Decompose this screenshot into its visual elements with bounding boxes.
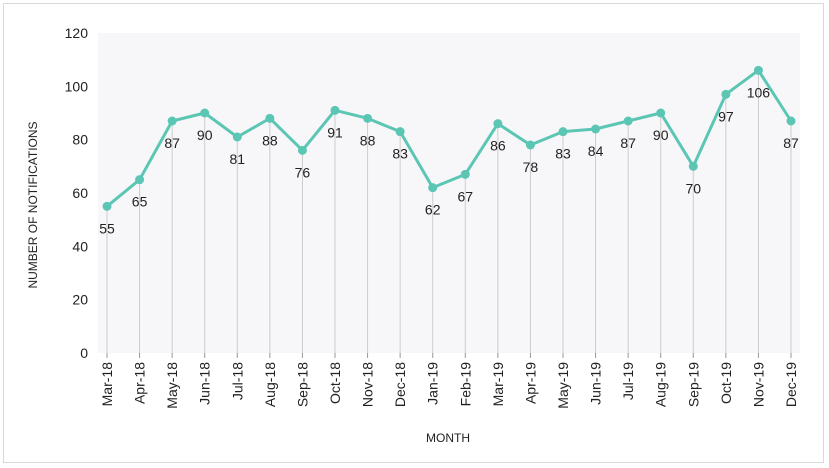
series-line <box>106 68 793 208</box>
data-label: 87 <box>783 135 799 151</box>
data-label: 55 <box>99 220 115 236</box>
data-point <box>591 124 601 134</box>
data-label: 76 <box>295 164 311 180</box>
data-label: 88 <box>262 132 278 148</box>
data-point <box>363 113 373 123</box>
data-point <box>232 132 242 142</box>
x-tick-label: Dec-18 <box>392 362 408 407</box>
data-points <box>102 65 796 211</box>
data-label: 81 <box>229 151 245 167</box>
x-tick-label: Oct-18 <box>327 362 343 404</box>
data-point <box>330 105 340 115</box>
data-label: 70 <box>685 180 701 196</box>
data-point <box>656 108 666 118</box>
x-tick-label: Jan-19 <box>425 362 441 405</box>
y-axis-title: NUMBER OF NOTIFICATIONS <box>26 121 40 288</box>
x-tick-label: Mar-19 <box>490 362 506 407</box>
y-tick-label: 0 <box>80 345 88 361</box>
data-point <box>493 119 503 129</box>
data-point <box>428 183 438 193</box>
x-tick-label: Aug-18 <box>262 362 278 407</box>
data-point <box>623 116 633 126</box>
data-point <box>265 113 275 123</box>
x-axis-ticks: Mar-18 Apr-18 May-18 Jun-18 Jul-18 Aug-18 Sep-… <box>99 353 799 409</box>
y-tick-label: 60 <box>72 185 88 201</box>
data-point <box>786 116 796 126</box>
x-tick-label: Oct-19 <box>718 362 734 404</box>
data-point <box>688 161 698 171</box>
y-tick-label: 20 <box>72 292 88 308</box>
data-labels: 55 65 87 90 81 88 76 91 88 83 62 67 86 78 83 84 87 90 70 97… <box>99 84 799 236</box>
y-axis-ticks: 0 20 40 60 80 100 120 <box>65 25 89 361</box>
x-tick-label: Nov-19 <box>750 362 766 407</box>
data-label: 90 <box>653 127 669 143</box>
x-tick-label: Aug-19 <box>653 362 669 407</box>
x-tick-label: Mar-18 <box>99 362 115 407</box>
x-tick-label: May-19 <box>555 362 571 409</box>
data-point <box>102 201 112 211</box>
data-point <box>395 127 405 137</box>
data-label: 83 <box>392 146 408 162</box>
drop-lines <box>106 70 792 353</box>
data-point <box>200 108 210 118</box>
x-axis-title: MONTH <box>426 431 470 445</box>
data-label: 62 <box>425 202 441 218</box>
data-label: 78 <box>523 159 539 175</box>
x-tick-label: Apr-18 <box>132 362 148 404</box>
x-tick-label: Dec-19 <box>783 362 799 407</box>
plot-area <box>98 33 800 353</box>
data-label: 97 <box>718 108 734 124</box>
x-tick-label: Jun-19 <box>588 362 604 405</box>
data-point <box>460 169 470 179</box>
data-point <box>558 127 568 137</box>
x-tick-label: Jun-18 <box>197 362 213 405</box>
data-label: 86 <box>490 138 506 154</box>
data-point <box>135 175 145 185</box>
y-tick-label: 120 <box>65 25 89 41</box>
data-point <box>525 140 535 150</box>
data-label: 67 <box>457 188 473 204</box>
data-label: 87 <box>620 135 636 151</box>
y-tick-label: 40 <box>72 238 88 254</box>
x-tick-label: Sep-18 <box>294 362 310 407</box>
x-tick-label: Sep-19 <box>685 362 701 407</box>
data-point <box>753 65 763 75</box>
y-tick-label: 100 <box>65 78 89 94</box>
x-tick-label: Jul-18 <box>229 362 245 400</box>
x-tick-label: Apr-19 <box>522 362 538 404</box>
x-tick-label: Jul-19 <box>620 362 636 400</box>
data-label: 106 <box>747 84 771 100</box>
data-label: 90 <box>197 127 213 143</box>
data-label: 91 <box>327 124 343 140</box>
data-point <box>167 116 177 126</box>
data-label: 87 <box>164 135 180 151</box>
data-label: 83 <box>555 146 571 162</box>
data-point <box>721 89 731 99</box>
data-point <box>297 145 307 155</box>
x-tick-label: Nov-18 <box>360 362 376 407</box>
data-label: 88 <box>360 132 376 148</box>
data-label: 84 <box>588 143 604 159</box>
x-tick-label: May-18 <box>164 362 180 409</box>
y-tick-label: 80 <box>72 132 88 148</box>
data-label: 65 <box>132 194 148 210</box>
x-tick-label: Feb-19 <box>457 362 473 407</box>
